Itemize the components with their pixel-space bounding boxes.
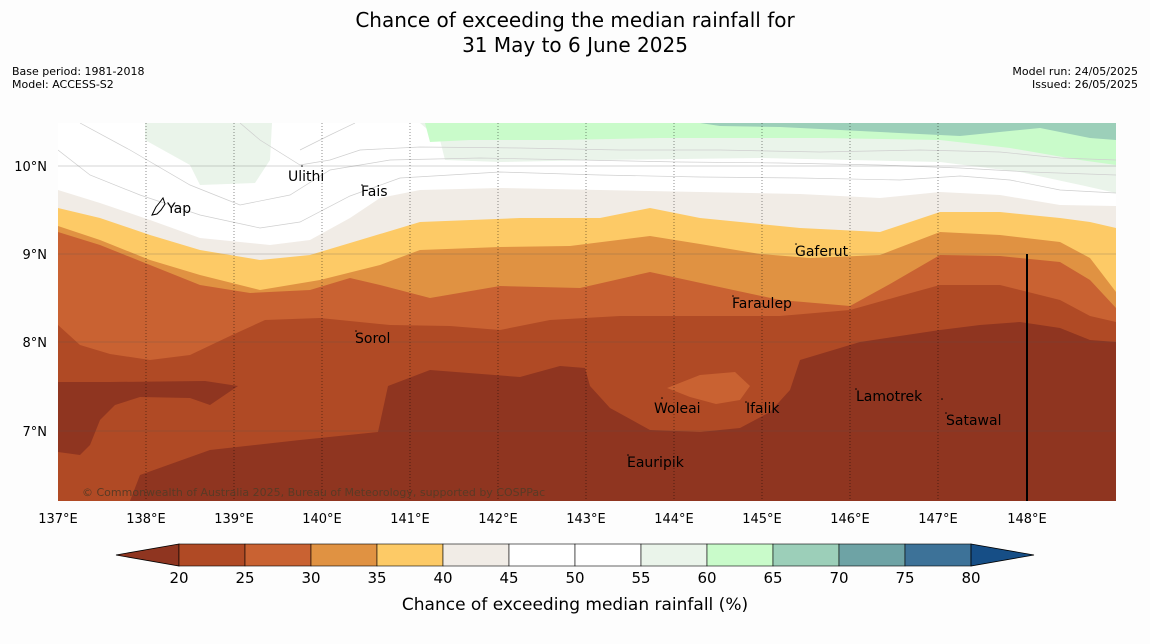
lon-label-146e: 146°E: [830, 512, 870, 527]
lon-label-138e: 138°E: [126, 512, 166, 527]
lamotrek-island-icon: [855, 388, 857, 390]
band-fill-20-25: [58, 381, 238, 455]
lon-label-141e: 141°E: [390, 512, 430, 527]
place-label-faraulep: Faraulep: [732, 296, 792, 312]
rainfall-map-area: Ulithi Fais Yap Gaferut Faraulep Sorol L…: [58, 123, 1116, 501]
contour-lines: [58, 123, 1116, 229]
colorbar: 20 25 30 35 40 45 50 55 60 65 70 75 80: [115, 543, 1035, 587]
band-fill-60-65-top: [420, 123, 1116, 193]
colorbar-segment-70-75: [838, 543, 906, 567]
satawal-island-icon: [945, 412, 947, 414]
lon-label-145e: 145°E: [742, 512, 782, 527]
ulithi-island-icon: [301, 165, 303, 167]
colorbar-tick-50: 50: [565, 569, 584, 587]
colorbar-tick-25: 25: [235, 569, 254, 587]
yap-island-icon: [151, 196, 166, 216]
colorbar-segment-60-65: [706, 543, 774, 567]
colorbar-segment-25-30: [244, 543, 312, 567]
ifalik-island-icon: [745, 401, 747, 403]
colorbar-tick-35: 35: [367, 569, 386, 587]
band-fill-30-35-spot: [667, 372, 750, 404]
lon-label-143e: 143°E: [566, 512, 606, 527]
band-fill-60-65: [145, 123, 272, 185]
colorbar-segment-65-70: [772, 543, 840, 567]
model-name: Model: ACCESS-S2: [12, 78, 114, 91]
colorbar-segment-20-25: [178, 543, 246, 567]
colorbar-tick-75: 75: [895, 569, 914, 587]
colorbar-segment-30-35: [310, 543, 378, 567]
model-run: Model run: 24/05/2025: [1012, 65, 1138, 78]
lamotrek-east-dot-icon: [941, 398, 943, 400]
woleai-island-icon: [661, 397, 663, 399]
place-label-woleai: Woleai: [654, 401, 701, 417]
lon-label-144e: 144°E: [654, 512, 694, 527]
place-label-fais: Fais: [361, 184, 388, 200]
colorbar-tick-55: 55: [631, 569, 650, 587]
place-label-yap: Yap: [166, 201, 191, 217]
copyright-notice: © Commonwealth of Australia 2025, Bureau…: [82, 486, 545, 499]
colorbar-segment-45-50: [508, 543, 576, 567]
lon-label-140e: 140°E: [302, 512, 342, 527]
colorbar-segment-35-40: [376, 543, 444, 567]
colorbar-tick-45: 45: [499, 569, 518, 587]
lat-label-9n: 9°N: [23, 248, 48, 263]
colorbar-tick-60: 60: [697, 569, 716, 587]
title-line-2: 31 May to 6 June 2025: [462, 33, 688, 57]
issued-date: Issued: 26/05/2025: [1031, 78, 1138, 91]
longitude-labels: 137°E 138°E 139°E 140°E 141°E 142°E 143°…: [38, 512, 1047, 527]
colorbar-segment-75-80: [904, 543, 972, 567]
colorbar-tick-80: 80: [961, 569, 980, 587]
colorbar-segment-50-55: [574, 543, 642, 567]
lon-label-137e: 137°E: [38, 512, 78, 527]
lon-label-142e: 142°E: [478, 512, 518, 527]
meta-right: Model run: 24/05/2025 Issued: 26/05/2025: [1012, 65, 1138, 91]
eauripik-island-icon: [627, 454, 629, 456]
colorbar-tick-30: 30: [301, 569, 320, 587]
place-label-sorol: Sorol: [355, 331, 390, 347]
latitude-gridlines: [58, 165, 1116, 432]
longitude-gridlines: [145, 123, 939, 501]
band-fill-70-75: [700, 123, 1116, 140]
place-label-lamotrek: Lamotrek: [856, 389, 923, 405]
lon-label-147e: 147°E: [918, 512, 958, 527]
colorbar-extend-low: [115, 543, 180, 567]
gaferut-island-icon: [795, 243, 797, 245]
place-label-ulithi: Ulithi: [288, 169, 324, 185]
chart-title: Chance of exceeding the median rainfall …: [0, 8, 1150, 58]
place-label-ifalik: Ifalik: [746, 401, 780, 417]
place-label-eauripik: Eauripik: [627, 455, 685, 471]
lon-label-148e: 148°E: [1007, 512, 1047, 527]
colorbar-tick-20: 20: [169, 569, 188, 587]
place-label-satawal: Satawal: [946, 413, 1001, 429]
place-label-gaferut: Gaferut: [795, 244, 849, 260]
island-markers: [301, 165, 947, 456]
fais-island-icon: [361, 184, 363, 186]
lat-label-10n: 10°N: [14, 160, 47, 175]
colorbar-tick-65: 65: [763, 569, 782, 587]
title-line-1: Chance of exceeding the median rainfall …: [355, 8, 795, 32]
band-fill-20-25-main: [130, 322, 1116, 501]
lon-label-139e: 139°E: [214, 512, 254, 527]
faraulep-island-icon: [732, 295, 734, 297]
base-period: Base period: 1981-2018: [12, 65, 145, 78]
sorol-island-icon: [355, 330, 357, 332]
meta-left: Base period: 1981-2018 Model: ACCESS-S2: [12, 65, 144, 91]
colorbar-tick-70: 70: [829, 569, 848, 587]
colorbar-segment-40-45: [442, 543, 510, 567]
colorbar-tick-40: 40: [433, 569, 452, 587]
lat-label-8n: 8°N: [23, 336, 48, 351]
lat-label-7n: 7°N: [23, 425, 48, 440]
colorbar-title: Chance of exceeding median rainfall (%): [402, 595, 748, 615]
colorbar-extend-high: [970, 543, 1035, 567]
colorbar-segment-55-60: [640, 543, 708, 567]
